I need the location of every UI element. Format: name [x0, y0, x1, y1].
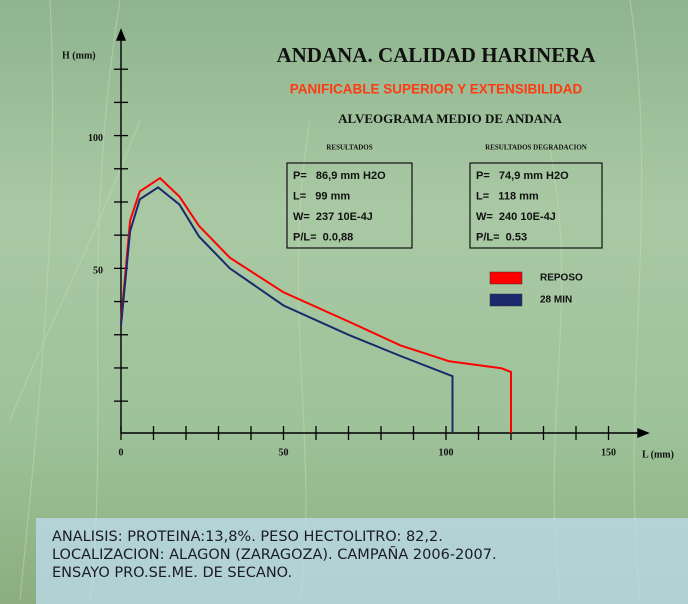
results-line: P= 86,9 mm H2O: [293, 170, 386, 182]
chart: ANDANA. CALIDAD HARINERA PANIFICABLE SUP…: [0, 0, 688, 604]
x-tick-label: 150: [601, 447, 616, 458]
legend-swatch: [490, 272, 522, 284]
page: ANDANA. CALIDAD HARINERA PANIFICABLE SUP…: [0, 0, 688, 604]
x-tick-label: 0: [119, 447, 124, 458]
x-tick-label: 100: [439, 447, 454, 458]
results-line: W= 240 10E-4J: [476, 211, 556, 223]
footer-line: LOCALIZACION: ALAGON (ZARAGOZA). CAMPAÑA…: [52, 546, 688, 564]
footer-line: ENSAYO PRO.SE.ME. DE SECANO.: [52, 564, 688, 582]
results-line: L= 118 mm: [476, 190, 539, 202]
results-line: W= 237 10E-4J: [293, 211, 373, 223]
footer-line: ANALISIS: PROTEINA:13,8%. PESO HECTOLITR…: [52, 528, 688, 546]
results-line: L= 99 mm: [293, 190, 350, 202]
x-axis-label: L (mm): [642, 449, 674, 460]
results-heading: RESULTADOS: [326, 144, 372, 152]
results-line: P/L= 0.0,88: [293, 231, 353, 243]
legend-swatch: [490, 294, 522, 306]
y-axis-arrow: [117, 30, 125, 40]
y-axis-label: H (mm): [62, 50, 96, 61]
chart-title: ANDANA. CALIDAD HARINERA: [276, 43, 596, 67]
y-tick-label: 100: [88, 133, 103, 144]
y-tick-label: 50: [93, 266, 103, 277]
results-heading: RESULTADOS DEGRADACION: [485, 144, 587, 152]
footer: ANALISIS: PROTEINA:13,8%. PESO HECTOLITR…: [36, 518, 688, 604]
subtitle: PANIFICABLE SUPERIOR Y EXTENSIBILIDAD: [290, 82, 583, 97]
results-line: P= 74,9 mm H2O: [476, 170, 569, 182]
x-tick-label: 50: [279, 447, 289, 458]
legend-label: REPOSO: [540, 273, 583, 284]
legend-label: 28 MIN: [540, 295, 572, 306]
results-line: P/L= 0.53: [476, 231, 527, 243]
x-axis-arrow: [638, 429, 648, 437]
plot-title: ALVEOGRAMA MEDIO DE ANDANA: [338, 111, 562, 126]
